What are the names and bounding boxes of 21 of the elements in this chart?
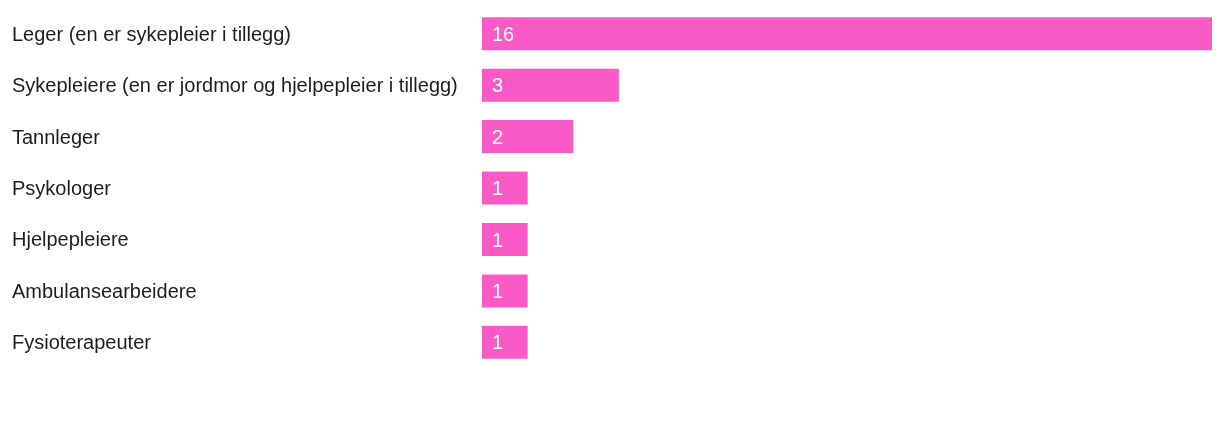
data-label: 3 — [492, 74, 504, 97]
data-label: 1 — [492, 177, 504, 200]
y-tick-label: Sykepleiere (en er jordmor og hjelpepleier i tillegg) — [12, 74, 458, 97]
bar — [482, 68, 619, 102]
data-label: 1 — [492, 280, 504, 302]
bar — [482, 17, 1212, 51]
y-tick-label: Ambulansearbeidere — [12, 279, 197, 302]
bar — [482, 274, 528, 308]
data-label: 16 — [492, 22, 515, 45]
bar — [482, 222, 528, 256]
bar — [482, 120, 574, 154]
y-tick-label: Fysioterapeuter — [12, 331, 152, 354]
y-tick-label: Psykologer — [12, 177, 112, 199]
y-tick-label: Leger (en er sykepleier i tillegg) — [12, 22, 292, 45]
y-tick-label: Hjelpepleiere — [12, 228, 129, 251]
data-label: 1 — [492, 228, 504, 251]
bar — [482, 325, 528, 359]
data-label: 2 — [492, 125, 504, 148]
bar — [482, 171, 528, 205]
y-tick-label: Tannleger — [12, 125, 101, 148]
data-label: 1 — [492, 331, 504, 354]
